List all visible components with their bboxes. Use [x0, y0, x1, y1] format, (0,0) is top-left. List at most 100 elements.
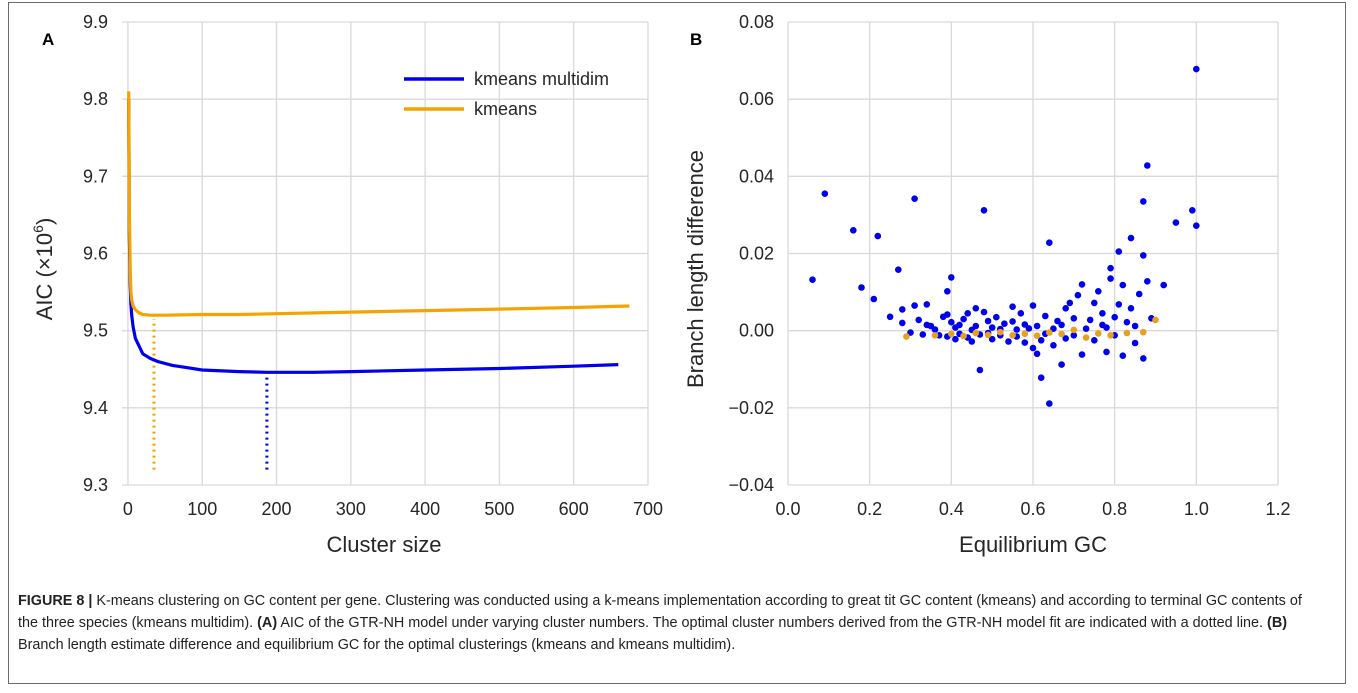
panel-b-label: B: [690, 30, 702, 49]
panel-b-ylabel: Branch length difference: [683, 150, 708, 388]
scatter-point-kmeans-multidim: [1021, 321, 1029, 328]
scatter-point-kmeans-multidim: [1127, 234, 1135, 242]
scatter-point-kmeans: [1152, 316, 1159, 324]
panel-a-ytick-label: 9.7: [83, 166, 108, 186]
scatter-point-kmeans-multidim: [874, 232, 882, 240]
caption-segment: Branch length estimate difference and eq…: [18, 637, 736, 653]
scatter-point-kmeans-multidim: [911, 195, 918, 202]
scatter-point-kmeans-multidim: [1119, 281, 1127, 289]
scatter-point-kmeans: [997, 328, 1004, 336]
scatter-point-kmeans: [1009, 332, 1016, 339]
scatter-point-kmeans-multidim: [1111, 313, 1118, 321]
scatter-point-kmeans-multidim: [1009, 303, 1016, 311]
panel-b-ytick-label: 0.00: [739, 321, 774, 341]
scatter-point-kmeans-multidim: [972, 322, 980, 330]
scatter-point-kmeans-multidim: [1135, 290, 1143, 298]
scatter-point-kmeans-multidim: [1046, 239, 1053, 246]
scatter-point-kmeans-multidim: [968, 338, 976, 345]
caption-panel-ref: (A): [257, 615, 278, 631]
legend-label-kmeans-multidim: kmeans multidim: [474, 69, 609, 89]
scatter-point-kmeans: [972, 329, 980, 337]
panel-b-ytick-label: −0.04: [728, 475, 774, 495]
panel-b-xlabel: Equilibrium GC: [959, 532, 1107, 557]
scatter-point-kmeans-multidim: [1131, 339, 1139, 347]
scatter-point-kmeans-multidim: [1107, 264, 1114, 272]
panel-b-xtick-label: 0.8: [1102, 499, 1127, 519]
figure-caption: FIGURE 8 | K-means clustering on GC cont…: [18, 590, 1323, 656]
series-line-kmeans: [127, 91, 630, 317]
scatter-point-kmeans-multidim: [923, 301, 931, 308]
scatter-point-kmeans-multidim: [1005, 338, 1012, 345]
scatter-point-kmeans-multidim: [1140, 198, 1147, 205]
panel-b-ytick-label: 0.06: [739, 89, 774, 109]
panel-a-xtick-label: 600: [559, 499, 589, 519]
scatter-point-kmeans-multidim: [1058, 321, 1065, 329]
legend-label-kmeans: kmeans: [474, 99, 537, 119]
scatter-point-kmeans-multidim: [1095, 288, 1102, 295]
scatter-point-kmeans-multidim: [1131, 322, 1139, 330]
panel-b-ytick-label: 0.08: [739, 12, 774, 32]
scatter-point-kmeans-multidim: [1074, 291, 1082, 299]
panel-a-xlabel: Cluster size: [327, 532, 442, 557]
scatter-point-kmeans: [1046, 329, 1053, 336]
panel-a-series: [127, 91, 630, 470]
scatter-point-kmeans-multidim: [1062, 335, 1069, 342]
scatter-point-kmeans-multidim: [1078, 351, 1086, 358]
scatter-point-kmeans-multidim: [1054, 317, 1061, 325]
panel-a-xtick-label: 100: [187, 499, 217, 519]
scatter-point-kmeans-multidim: [1127, 305, 1135, 312]
scatter-point-kmeans-multidim: [1078, 281, 1086, 288]
scatter-point-kmeans-multidim: [1193, 222, 1200, 229]
panel-a-xtick-label: 0: [123, 499, 133, 519]
panel-b-ytick-label: 0.02: [739, 244, 774, 264]
scatter-point-kmeans: [1082, 334, 1090, 341]
scatter-point-kmeans-multidim: [821, 190, 829, 197]
scatter-point-kmeans-multidim: [944, 288, 951, 295]
scatter-point-kmeans-multidim: [1099, 310, 1106, 317]
panel-b: B 0.0 0.2 0.4 0.6 0.8 1.0 1.2 −0.04 −0.02 0.00 0.…: [683, 12, 1291, 557]
scatter-point-kmeans-multidim: [1029, 344, 1037, 352]
scatter-point-kmeans-multidim: [895, 266, 902, 274]
scatter-point-kmeans: [1070, 326, 1078, 334]
panel-b-grid: [787, 21, 1279, 486]
scatter-point-kmeans-multidim: [1086, 316, 1094, 324]
scatter-point-kmeans: [1123, 329, 1131, 337]
scatter-point-kmeans-multidim: [964, 310, 971, 317]
scatter-point-kmeans: [1058, 330, 1065, 338]
scatter-point-kmeans-multidim: [1193, 65, 1200, 73]
scatter-point-kmeans-multidim: [1013, 326, 1020, 333]
scatter-point-kmeans-multidim: [976, 366, 984, 374]
scatter-point-kmeans: [960, 332, 967, 340]
panel-a-ytick-label: 9.6: [83, 244, 108, 264]
scatter-point-kmeans-multidim: [1009, 318, 1016, 325]
scatter-point-kmeans-multidim: [993, 313, 1000, 321]
caption-text: K-means clustering on GC content per gen…: [18, 593, 1302, 653]
panel-a-xtick-label: 200: [262, 499, 292, 519]
scatter-point-kmeans-multidim: [1103, 324, 1110, 331]
scatter-point-kmeans-multidim: [980, 308, 988, 316]
scatter-point-kmeans-multidim: [1001, 320, 1008, 328]
scatter-point-kmeans-multidim: [1050, 325, 1057, 333]
scatter-point-kmeans-multidim: [1050, 342, 1057, 349]
scatter-point-kmeans-multidim: [980, 207, 988, 214]
scatter-point-kmeans-multidim: [1091, 299, 1098, 307]
panel-b-ytick-label: 0.04: [739, 166, 774, 186]
scatter-point-kmeans-multidim: [899, 306, 906, 313]
scatter-point-kmeans: [984, 331, 992, 339]
scatter-point-kmeans-multidim: [1140, 355, 1147, 362]
panel-a-ytick-label: 9.3: [83, 475, 108, 495]
scatter-point-kmeans-multidim: [1103, 348, 1110, 356]
scatter-point-kmeans: [1033, 332, 1041, 340]
scatter-point-kmeans-multidim: [988, 335, 996, 343]
scatter-point-kmeans: [931, 332, 939, 339]
panel-a-xtick-label: 500: [484, 499, 514, 519]
panel-a-xtick-label: 300: [336, 499, 366, 519]
scatter-point-kmeans-multidim: [1017, 310, 1025, 317]
panel-b-xtick-label: 0.4: [939, 499, 964, 519]
caption-segment: K-means clustering on GC content per gen…: [18, 593, 1302, 631]
scatter-point-kmeans-multidim: [1025, 325, 1033, 332]
scatter-point-kmeans-multidim: [1046, 400, 1053, 407]
panel-a-grid: [122, 21, 649, 486]
panel-a: A 0 100 200 300 400 500 600 700 9.3 9.4 9.5 9.6 9.7…: [30, 12, 663, 557]
panel-a-ytick-label: 9.5: [83, 321, 108, 341]
